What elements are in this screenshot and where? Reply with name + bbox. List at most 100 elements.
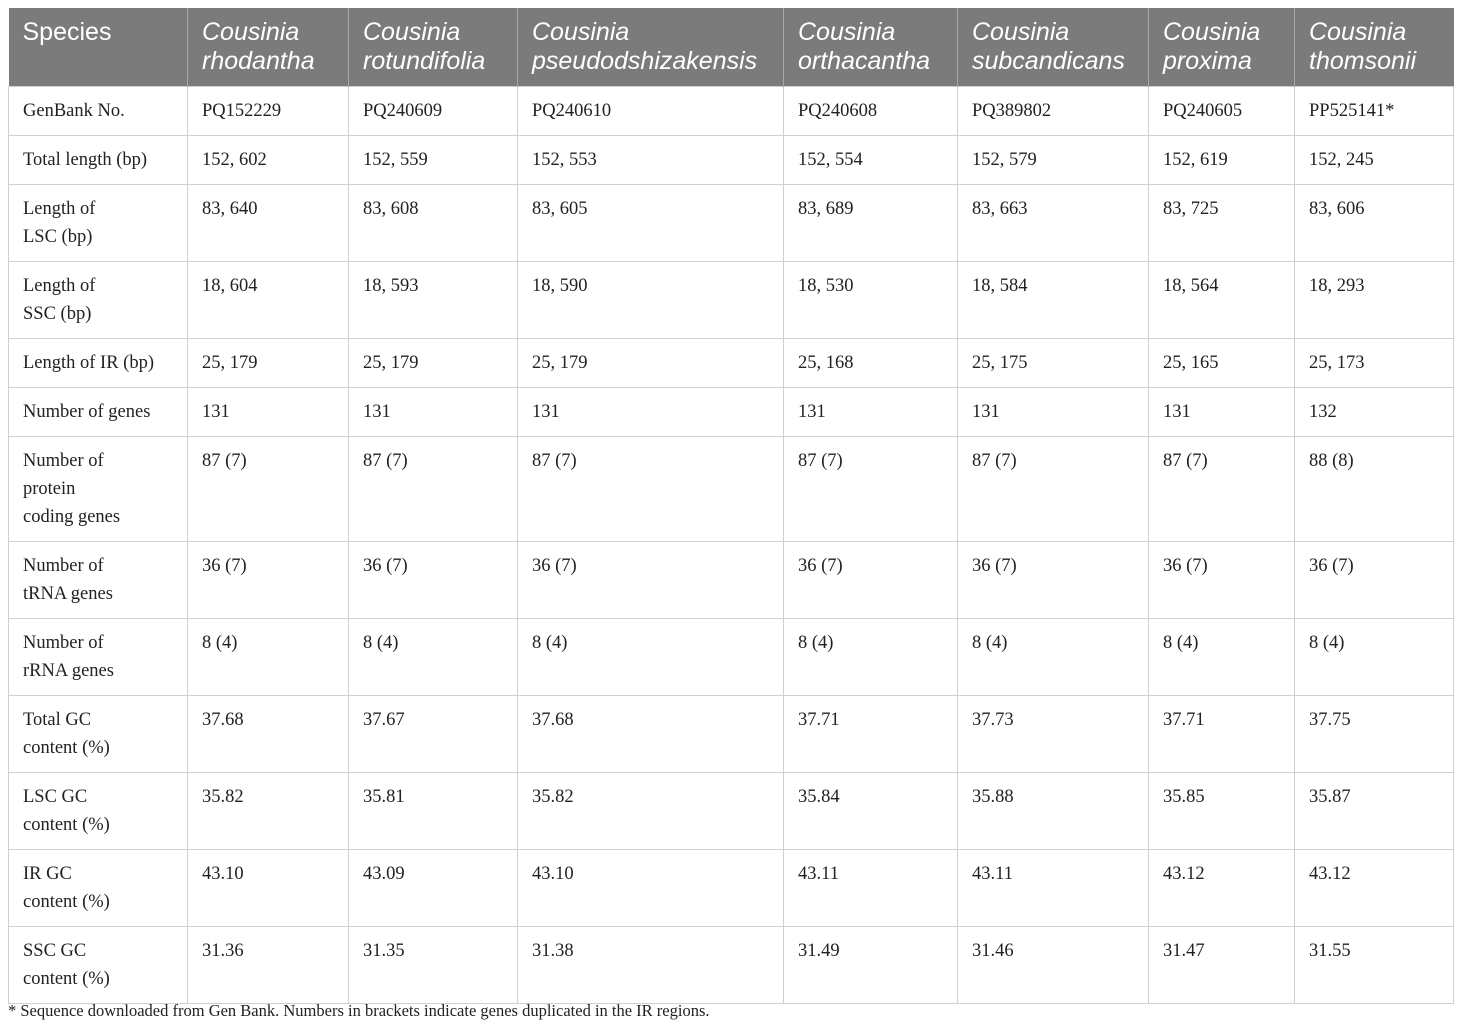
table-row: Number of protein coding genes 87 (7) 87 (7)… [8, 436, 1454, 542]
table-cell: 87 (7) [783, 436, 958, 542]
row-label-line: Number of [23, 633, 104, 653]
header-genus: Cousinia [1163, 18, 1261, 46]
table-cell: 36 (7) [1148, 541, 1295, 619]
table-cell: 83, 689 [783, 184, 958, 262]
row-label-cell: Number of tRNA genes [8, 541, 188, 619]
table-cell: 25, 175 [957, 338, 1149, 388]
table-cell: 37.68 [517, 695, 784, 773]
table-cell: 152, 579 [957, 135, 1149, 185]
header-col-2: Cousinia rotundifolia [348, 8, 518, 87]
header-epithet: subcandicans [972, 47, 1125, 75]
table-cell: 152, 619 [1148, 135, 1295, 185]
table-cell: 43.11 [783, 849, 958, 927]
row-label-cell: SSC GC content (%) [8, 926, 188, 1004]
row-label-line: Number of [23, 451, 104, 471]
table-cell: 36 (7) [187, 541, 349, 619]
table-cell: 35.82 [187, 772, 349, 850]
row-label-line: coding genes [23, 507, 121, 527]
row-label-line: content (%) [23, 815, 110, 835]
table-cell: 35.88 [957, 772, 1149, 850]
table-cell: 25, 179 [517, 338, 784, 388]
table-cell: 31.35 [348, 926, 518, 1004]
table-cell: 31.46 [957, 926, 1149, 1004]
table-cell: 35.82 [517, 772, 784, 850]
row-label-line: LSC GC [23, 787, 88, 807]
row-label-cell: Number of genes [8, 387, 188, 437]
header-species-label: Species [22, 18, 112, 46]
table-cell: 131 [348, 387, 518, 437]
header-epithet: rhodantha [202, 47, 315, 75]
table-cell: 8 (4) [957, 618, 1149, 696]
header-col-3: Cousinia pseudodshizakensis [517, 8, 784, 87]
row-label-cell: GenBank No. [8, 86, 188, 136]
row-label-line: Total GC [23, 710, 92, 730]
table-cell: 25, 179 [348, 338, 518, 388]
table-cell: 31.47 [1148, 926, 1295, 1004]
header-epithet: rotundifolia [363, 47, 486, 75]
header-col-6: Cousinia proxima [1148, 8, 1295, 87]
row-label-line: GenBank No. [23, 101, 125, 121]
table-row: SSC GC content (%) 31.36 31.35 31.38 31.49 31.… [8, 926, 1454, 1004]
table-cell: 131 [783, 387, 958, 437]
table-cell: 131 [187, 387, 349, 437]
table-cell: 83, 725 [1148, 184, 1295, 262]
table-cell: 25, 179 [187, 338, 349, 388]
table-cell: 8 (4) [1294, 618, 1454, 696]
table-cell: PQ240605 [1148, 86, 1295, 136]
table-cell: 132 [1294, 387, 1454, 437]
table-cell: 88 (8) [1294, 436, 1454, 542]
table-cell: 36 (7) [783, 541, 958, 619]
table-cell: 87 (7) [957, 436, 1149, 542]
table-cell: 152, 559 [348, 135, 518, 185]
table-cell: 43.09 [348, 849, 518, 927]
table-cell: PQ240609 [348, 86, 518, 136]
table-cell: 18, 590 [517, 261, 784, 339]
table-cell: 43.10 [187, 849, 349, 927]
table-cell: 35.85 [1148, 772, 1295, 850]
table-row: Number of tRNA genes 36 (7) 36 (7) 36 (7) 36 … [8, 541, 1454, 619]
row-label-line: Number of genes [23, 402, 151, 422]
table-cell: PQ240608 [783, 86, 958, 136]
table-body: GenBank No. PQ152229 PQ240609 PQ240610 PQ240… [8, 86, 1454, 1004]
header-genus: Cousinia [532, 18, 630, 46]
table-cell: 152, 245 [1294, 135, 1454, 185]
row-label-line: tRNA genes [23, 584, 113, 604]
table-cell: 152, 553 [517, 135, 784, 185]
header-genus: Cousinia [363, 18, 461, 46]
row-label-cell: LSC GC content (%) [8, 772, 188, 850]
row-label-line: content (%) [23, 892, 110, 912]
table-cell: 87 (7) [1148, 436, 1295, 542]
table-cell: 83, 605 [517, 184, 784, 262]
table-footnote: * Sequence downloaded from Gen Bank. Num… [8, 1001, 710, 1020]
table-cell: 36 (7) [1294, 541, 1454, 619]
table-row: LSC GC content (%) 35.82 35.81 35.82 35.84 35.… [8, 772, 1454, 850]
table-cell: 18, 584 [957, 261, 1149, 339]
table-cell: 8 (4) [1148, 618, 1295, 696]
row-label-line: protein [23, 479, 76, 499]
row-label-line: content (%) [23, 969, 110, 989]
table-header-row: Species Cousinia rhodantha Cousinia rotu… [8, 8, 1454, 87]
row-label-line: rRNA genes [23, 661, 114, 681]
row-label-cell: Length of LSC (bp) [8, 184, 188, 262]
header-genus: Cousinia [1309, 18, 1407, 46]
row-label-cell: Length of SSC (bp) [8, 261, 188, 339]
table-cell: 35.81 [348, 772, 518, 850]
table-row: Length of LSC (bp) 83, 640 83, 608 83, 605 83… [8, 184, 1454, 262]
table-cell: 131 [957, 387, 1149, 437]
table-cell: 43.10 [517, 849, 784, 927]
row-label-line: LSC (bp) [23, 227, 93, 247]
table-cell: 43.12 [1294, 849, 1454, 927]
table-cell: 83, 608 [348, 184, 518, 262]
table-cell: 37.71 [783, 695, 958, 773]
table-row: Total length (bp) 152, 602 152, 559 152, 55… [8, 135, 1454, 185]
table-cell: 36 (7) [517, 541, 784, 619]
table-cell: 8 (4) [187, 618, 349, 696]
table-cell: 18, 530 [783, 261, 958, 339]
header-species: Species [8, 8, 188, 87]
table-cell: PQ152229 [187, 86, 349, 136]
table-cell: 18, 593 [348, 261, 518, 339]
row-label-cell: Total length (bp) [8, 135, 188, 185]
table-cell: 31.38 [517, 926, 784, 1004]
table-row: Number of genes 131 131 131 131 131 131 132 [8, 387, 1454, 437]
table-row: Total GC content (%) 37.68 37.67 37.68 37.71 3… [8, 695, 1454, 773]
